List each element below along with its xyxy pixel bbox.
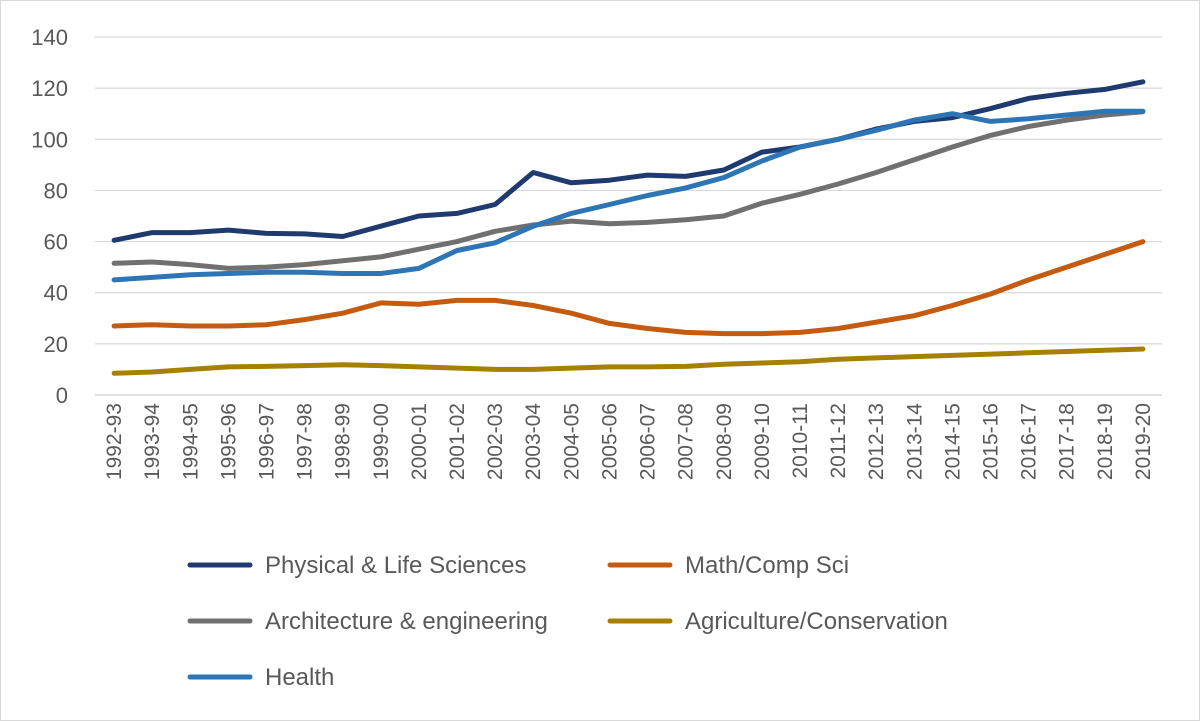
x-tick-label: 2018-19 [1094,403,1117,480]
x-tick-label: 2014-15 [941,403,964,480]
x-tick-label: 1992-93 [103,403,126,480]
x-tick-label: 1995-96 [217,403,240,480]
x-tick-label: 2002-03 [484,403,507,480]
x-tick-label: 2015-16 [980,403,1003,480]
x-tick-label: 2005-06 [598,403,621,480]
gridlines [95,36,1162,396]
x-tick-label: 2007-08 [675,403,698,480]
series-line-0 [111,79,1146,243]
x-tick-label: 1997-98 [294,403,317,480]
x-tick-label: 2009-10 [751,403,774,480]
x-tick-label: 2013-14 [903,403,926,480]
legend-label: Agriculture/Conservation [685,608,948,635]
x-tick-label: 2017-18 [1056,403,1079,480]
x-tick-label: 2001-02 [446,403,469,480]
legend-label: Architecture & engineering [265,608,548,635]
x-tick-label: 2012-13 [865,403,888,480]
y-tick-label: 0 [56,383,68,408]
x-tick-label: 2008-09 [713,403,736,480]
x-tick-label: 2004-05 [560,403,583,480]
x-tick-label: 2011-12 [827,403,850,479]
y-tick-label: 140 [31,25,68,50]
series-lines [111,79,1146,376]
x-tick-label: 1999-00 [370,403,393,480]
legend-label: Physical & Life Sciences [265,552,526,579]
y-axis-ticks: 0 20 40 60 80 100 120 140 [31,25,68,408]
x-tick-label: 2019-20 [1132,403,1155,480]
x-tick-label: 2010-11 [789,403,812,479]
series-line-4 [111,108,1146,283]
y-tick-label: 60 [44,230,68,255]
y-tick-label: 80 [44,178,68,203]
y-tick-label: 120 [31,76,68,101]
y-tick-label: 40 [44,281,68,306]
legend-label: Math/Comp Sci [685,552,849,579]
y-tick-label: 100 [31,127,68,152]
x-tick-label: 2000-01 [408,403,431,480]
legend: Physical & Life Sciences Math/Comp Sci Arc… [187,552,948,691]
series-line-1 [111,239,1146,337]
x-tick-label: 1994-95 [179,403,202,480]
x-tick-label: 2006-07 [637,403,660,480]
y-tick-label: 20 [44,332,68,357]
series-line-3 [111,346,1146,376]
x-tick-label: 2016-17 [1018,403,1041,480]
x-tick-label: 1993-94 [141,403,164,480]
legend-label: Health [265,664,334,691]
x-axis-ticks: 1992-93 1993-94 1994-95 1995-96 1996-97 1997-… [103,403,1155,480]
x-tick-label: 1998-99 [332,403,355,480]
x-tick-label: 2003-04 [522,403,545,480]
x-tick-label: 1996-97 [255,403,278,480]
series-line-2 [111,109,1146,271]
